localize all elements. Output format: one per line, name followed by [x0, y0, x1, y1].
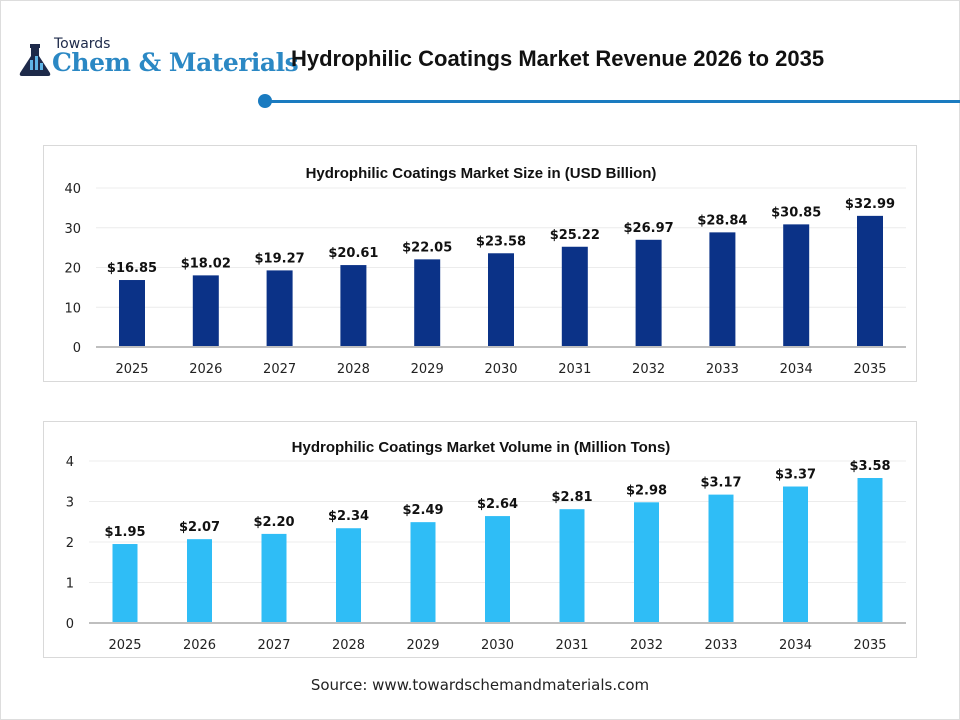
bar-2033: [709, 232, 736, 347]
data-label: $2.07: [179, 520, 220, 535]
bar-2025: [119, 280, 145, 347]
y-tick-label: 0: [66, 617, 74, 632]
data-label: $30.85: [771, 205, 821, 220]
data-label: $25.22: [550, 228, 600, 243]
flask-icon: [19, 44, 51, 76]
bar-2032: [634, 502, 659, 623]
market-volume-chart: Hydrophilic Coatings Market Volume in (M…: [43, 421, 917, 658]
bar-2026: [192, 275, 219, 347]
x-tick-label: 2032: [630, 638, 663, 653]
data-label: $3.58: [849, 459, 890, 474]
x-tick-label: 2028: [337, 362, 370, 377]
bar-2035: [857, 215, 883, 347]
data-label: $19.27: [255, 251, 305, 266]
x-tick-label: 2031: [558, 362, 591, 377]
x-tick-label: 2032: [632, 362, 665, 377]
x-tick-label: 2027: [257, 638, 290, 653]
title-divider: [265, 100, 960, 103]
x-tick-label: 2025: [115, 362, 148, 377]
x-tick-label: 2028: [332, 638, 365, 653]
data-label: $2.20: [253, 515, 294, 530]
bar-2030: [485, 516, 510, 623]
data-label: $2.34: [328, 509, 369, 524]
bar-2033: [708, 494, 734, 623]
y-tick-label: 20: [64, 262, 81, 277]
y-tick-label: 3: [66, 496, 74, 511]
data-label: $2.81: [551, 490, 592, 505]
x-tick-label: 2029: [406, 638, 439, 653]
bar-2032: [635, 239, 662, 347]
bar-2034: [783, 486, 808, 623]
bar-2027: [266, 270, 293, 347]
x-tick-label: 2025: [108, 638, 141, 653]
x-tick-label: 2026: [189, 362, 222, 377]
x-tick-label: 2030: [484, 362, 517, 377]
data-label: $2.98: [626, 483, 667, 498]
y-tick-label: 1: [66, 577, 74, 592]
title-divider-dot: [258, 94, 272, 108]
page-title: Hydrophilic Coatings Market Revenue 2026…: [291, 46, 825, 71]
bar-2029: [414, 259, 441, 347]
bar-2031: [559, 509, 585, 623]
bar-2031: [561, 246, 588, 347]
data-label: $20.61: [328, 246, 378, 261]
x-tick-label: 2029: [411, 362, 444, 377]
bar-2025: [112, 544, 138, 623]
data-label: $1.95: [104, 525, 145, 540]
x-tick-label: 2034: [780, 362, 813, 377]
bar-2030: [488, 253, 514, 347]
chart-title: Hydrophilic Coatings Market Size in (USD…: [306, 165, 657, 182]
x-tick-label: 2030: [481, 638, 514, 653]
x-tick-label: 2027: [263, 362, 296, 377]
market-volume-chart-svg: Hydrophilic Coatings Market Volume in (M…: [66, 439, 906, 653]
source-note: Source: www.towardschemandmaterials.com: [310, 676, 650, 694]
x-tick-label: 2033: [706, 362, 739, 377]
bar-2035: [857, 478, 883, 623]
logo-chem-materials: Chem & Materials: [52, 48, 299, 77]
logo-towards: Towards: [54, 36, 111, 52]
data-label: $16.85: [107, 261, 157, 276]
bar-2028: [340, 265, 367, 347]
data-label: $22.05: [402, 240, 452, 255]
x-tick-label: 2035: [853, 638, 886, 653]
data-label: $2.64: [477, 497, 518, 512]
y-tick-label: 2: [66, 536, 74, 551]
data-label: $3.17: [700, 476, 741, 491]
data-label: $23.58: [476, 234, 526, 249]
x-tick-label: 2034: [779, 638, 812, 653]
y-tick-label: 30: [64, 222, 81, 237]
x-tick-label: 2035: [853, 362, 886, 377]
y-tick-label: 10: [64, 301, 81, 316]
data-label: $18.02: [181, 256, 231, 271]
bar-2029: [410, 522, 436, 623]
data-label: $26.97: [624, 221, 674, 236]
data-label: $28.84: [697, 213, 747, 228]
data-label: $2.49: [402, 503, 443, 518]
data-label: $32.99: [845, 197, 895, 212]
x-tick-label: 2031: [555, 638, 588, 653]
x-tick-label: 2033: [704, 638, 737, 653]
bar-2027: [261, 533, 287, 623]
chart-title: Hydrophilic Coatings Market Volume in (M…: [292, 439, 671, 456]
market-size-chart: Hydrophilic Coatings Market Size in (USD…: [43, 145, 917, 382]
bar-2034: [783, 224, 810, 347]
x-tick-label: 2026: [183, 638, 216, 653]
market-size-chart-svg: Hydrophilic Coatings Market Size in (USD…: [64, 165, 906, 377]
y-tick-label: 40: [64, 182, 81, 197]
bar-2026: [187, 539, 212, 623]
y-tick-label: 4: [66, 455, 74, 470]
bar-2028: [336, 528, 361, 623]
data-label: $3.37: [775, 468, 816, 483]
y-tick-label: 0: [73, 341, 81, 356]
